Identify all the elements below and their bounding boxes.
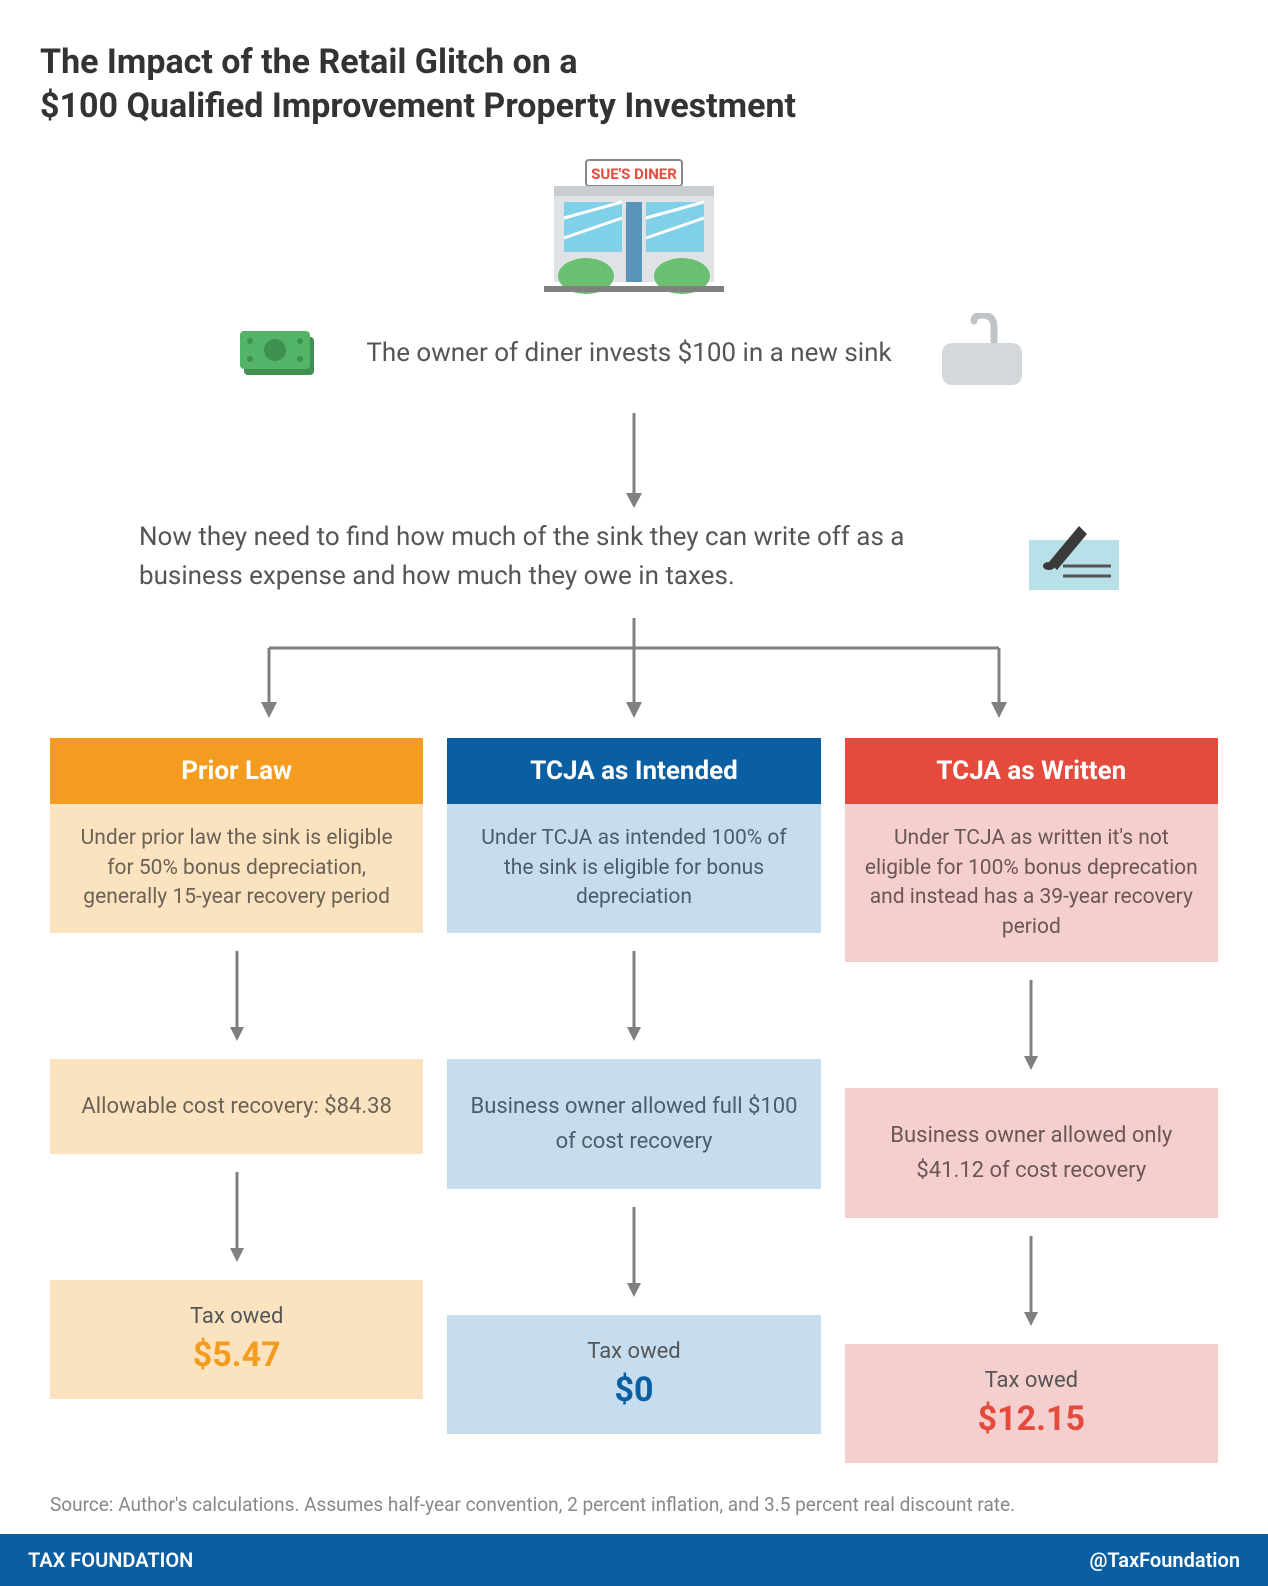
- tax-amount-tcja-intended: $0: [467, 1370, 800, 1410]
- footer-handle: @TaxFoundation: [1089, 1548, 1240, 1572]
- infographic-container: The Impact of the Retail Glitch on a $10…: [0, 0, 1268, 1516]
- arrow-icon: [845, 980, 1218, 1070]
- col-header-prior-law: Prior Law: [50, 738, 423, 804]
- tax-label: Tax owed: [70, 1304, 403, 1329]
- title-line-1: The Impact of the Retail Glitch on a: [40, 42, 578, 82]
- col-header-tcja-written: TCJA as Written: [845, 738, 1218, 804]
- arrow-1: [40, 413, 1228, 508]
- col-recovery-prior-law: Allowable cost recovery: $84.38: [50, 1059, 423, 1154]
- page-title: The Impact of the Retail Glitch on a $10…: [40, 40, 1228, 128]
- col-header-tcja-intended: TCJA as Intended: [447, 738, 820, 804]
- footer-org: TAX FOUNDATION: [28, 1548, 193, 1572]
- col-tax-tcja-intended: Tax owed $0: [447, 1315, 820, 1434]
- arrow-icon: [447, 951, 820, 1041]
- column-tcja-intended: TCJA as Intended Under TCJA as intended …: [447, 738, 820, 1463]
- tax-label: Tax owed: [467, 1339, 800, 1364]
- branching-arrows: [40, 618, 1228, 718]
- col-desc-tcja-written: Under TCJA as written it's not eligible …: [845, 804, 1218, 962]
- col-tax-tcja-written: Tax owed $12.15: [845, 1344, 1218, 1463]
- footer-bar: TAX FOUNDATION @TaxFoundation: [0, 1534, 1268, 1586]
- step2-text: Now they need to find how much of the si…: [139, 518, 989, 596]
- col-recovery-tcja-intended: Business owner allowed full $100 of cost…: [447, 1059, 820, 1189]
- title-line-2: $100 Qualified Improvement Property Inve…: [40, 86, 796, 126]
- step2-row: Now they need to find how much of the si…: [80, 518, 1188, 598]
- columns: Prior Law Under prior law the sink is el…: [50, 738, 1218, 1463]
- step1-text: The owner of diner invests $100 in a new…: [366, 338, 891, 368]
- diner-illustration: SUE'S DINER: [40, 158, 1228, 298]
- col-tax-prior-law: Tax owed $5.47: [50, 1280, 423, 1399]
- arrow-icon: [447, 1207, 820, 1297]
- source-note: Source: Author's calculations. Assumes h…: [50, 1493, 1218, 1516]
- diner-icon: SUE'S DINER: [524, 158, 744, 298]
- check-writing-icon: [1019, 518, 1129, 598]
- step1-row: The owner of diner invests $100 in a new…: [40, 313, 1228, 393]
- diner-sign-text: SUE'S DINER: [591, 165, 677, 183]
- col-recovery-tcja-written: Business owner allowed only $41.12 of co…: [845, 1088, 1218, 1218]
- arrow-icon: [50, 951, 423, 1041]
- arrow-icon: [845, 1236, 1218, 1326]
- col-desc-tcja-intended: Under TCJA as intended 100% of the sink …: [447, 804, 820, 932]
- tax-amount-prior-law: $5.47: [70, 1335, 403, 1375]
- tax-label: Tax owed: [865, 1368, 1198, 1393]
- money-icon: [236, 323, 326, 383]
- tax-amount-tcja-written: $12.15: [865, 1399, 1198, 1439]
- sink-icon: [932, 313, 1032, 393]
- col-desc-prior-law: Under prior law the sink is eligible for…: [50, 804, 423, 932]
- column-prior-law: Prior Law Under prior law the sink is el…: [50, 738, 423, 1463]
- arrow-icon: [50, 1172, 423, 1262]
- column-tcja-written: TCJA as Written Under TCJA as written it…: [845, 738, 1218, 1463]
